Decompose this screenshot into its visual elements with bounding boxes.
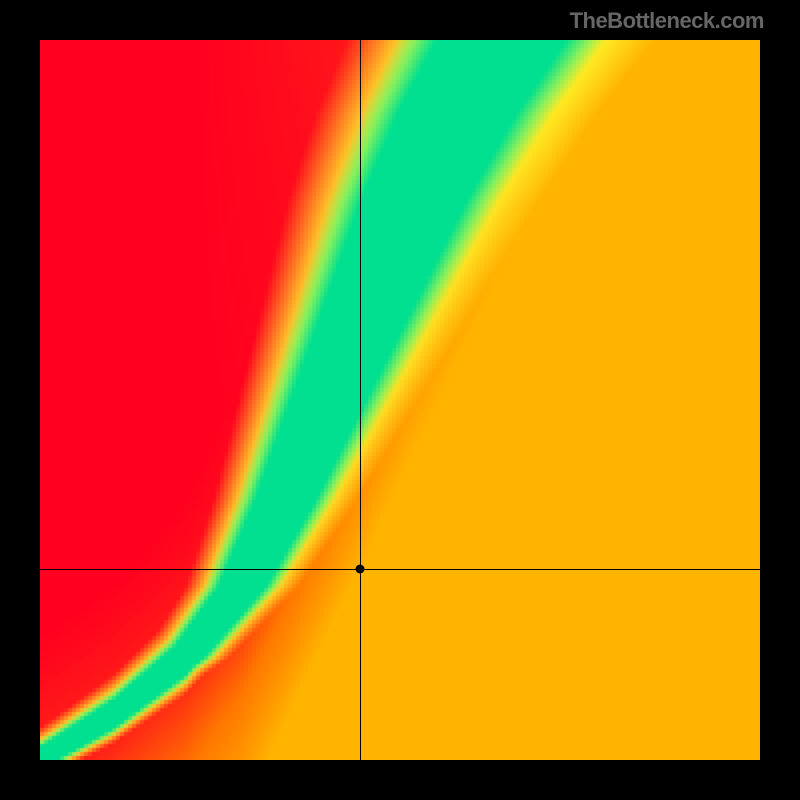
heatmap-canvas: [40, 40, 760, 760]
watermark-text: TheBottleneck.com: [570, 8, 764, 34]
crosshair-horizontal: [40, 569, 760, 570]
crosshair-marker: [356, 565, 365, 574]
crosshair-vertical: [360, 40, 361, 760]
plot-area: [40, 40, 760, 760]
chart-container: TheBottleneck.com: [0, 0, 800, 800]
